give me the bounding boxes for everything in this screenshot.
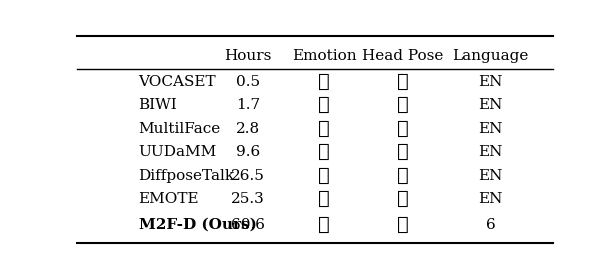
Text: EN: EN [478,98,503,112]
Text: EN: EN [478,121,503,136]
Text: ✓: ✓ [397,96,408,114]
Text: 26.5: 26.5 [231,169,265,183]
Text: 2.8: 2.8 [236,121,260,136]
Text: ✗: ✗ [397,73,408,91]
Text: ✗: ✗ [318,73,330,91]
Text: EN: EN [478,192,503,206]
Text: ✓: ✓ [397,216,408,234]
Text: Hours: Hours [224,49,272,63]
Text: MultilFace: MultilFace [139,121,221,136]
Text: Language: Language [453,49,529,63]
Text: 6: 6 [486,218,495,232]
Text: BIWI: BIWI [139,98,177,112]
Text: ✗: ✗ [318,143,330,161]
Text: 25.3: 25.3 [231,192,265,206]
Text: EN: EN [478,169,503,183]
Text: ✓: ✓ [318,190,330,208]
Text: ✗: ✗ [397,190,408,208]
Text: M2F-D (Ours): M2F-D (Ours) [139,218,257,232]
Text: ✓: ✓ [318,216,330,234]
Text: 0.5: 0.5 [236,75,260,88]
Text: EN: EN [478,75,503,88]
Text: ✓: ✓ [397,167,408,185]
Text: Emotion: Emotion [292,49,357,63]
Text: ✓: ✓ [318,96,330,114]
Text: EMOTE: EMOTE [139,192,199,206]
Text: 60.6: 60.6 [231,218,265,232]
Text: ✓: ✓ [397,120,408,138]
Text: 9.6: 9.6 [236,145,260,159]
Text: Head Pose: Head Pose [362,49,443,63]
Text: UUDaMM: UUDaMM [139,145,217,159]
Text: ✗: ✗ [318,167,330,185]
Text: 1.7: 1.7 [236,98,260,112]
Text: ✓: ✓ [318,120,330,138]
Text: ✗: ✗ [397,143,408,161]
Text: EN: EN [478,145,503,159]
Text: VOCASET: VOCASET [139,75,216,88]
Text: DiffposeTalk: DiffposeTalk [139,169,235,183]
